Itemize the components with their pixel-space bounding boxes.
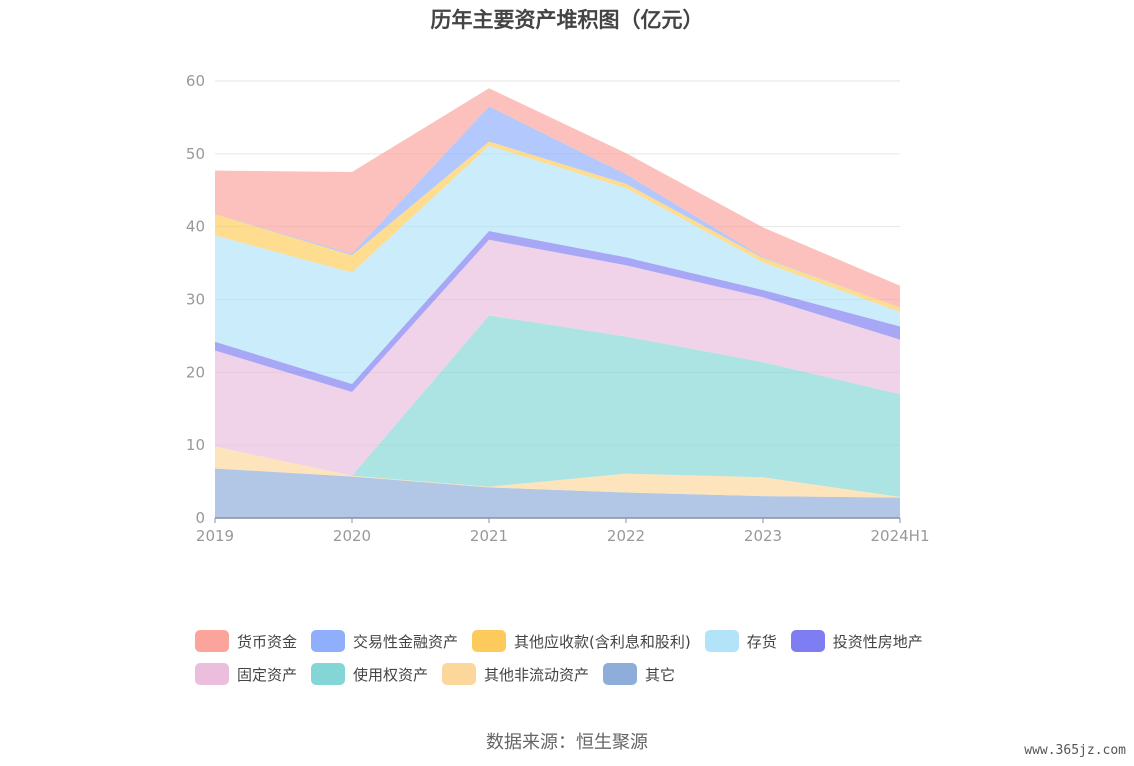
legend-label: 交易性金融资产 (353, 632, 459, 651)
chart-title: 历年主要资产堆积图（亿元） (430, 8, 704, 32)
legend-swatch (472, 630, 507, 652)
legend-swatch (195, 663, 229, 685)
area-series-3 (215, 239, 900, 476)
x-tick-label: 2023 (744, 527, 782, 545)
area-series-2 (215, 315, 900, 497)
legend-label: 存货 (746, 632, 777, 651)
legend-item[interactable]: 使用权资产 (311, 663, 428, 685)
legend-item[interactable]: 投资性房地产 (790, 630, 923, 652)
legend-item[interactable]: 货币资金 (195, 630, 297, 652)
x-tick-label: 2024H1 (871, 527, 930, 545)
legend-swatch (311, 663, 346, 685)
legend-swatch (442, 663, 477, 685)
y-tick-label: 0 (195, 509, 205, 527)
y-tick-label: 40 (186, 218, 205, 236)
y-tick-label: 10 (186, 436, 205, 454)
legend-item[interactable]: 其他非流动资产 (442, 663, 589, 685)
area-series-8 (215, 88, 900, 308)
chart-legend: 货币资金 交易性金融资产 其他应收款(含利息和股利) 存货 投资性房地产固定资产 使用权资… (195, 630, 995, 685)
area-series-1 (215, 446, 900, 498)
legend-label: 货币资金 (237, 632, 298, 651)
y-tick-label: 50 (186, 145, 205, 163)
legend-swatch (704, 630, 739, 652)
source-note: 数据来源：恒生聚源 (486, 732, 648, 753)
legend-item[interactable]: 其他应收款(含利息和股利) (472, 630, 691, 652)
x-tick-label: 2020 (333, 527, 371, 545)
legend-label: 其它 (645, 665, 676, 684)
watermark: www.365jz.com (1024, 743, 1126, 758)
legend-swatch (790, 630, 825, 652)
legend-label: 使用权资产 (353, 665, 429, 684)
legend-swatch (195, 630, 229, 652)
legend-item[interactable]: 固定资产 (195, 663, 297, 685)
y-tick-label: 60 (186, 72, 205, 90)
area-series-4 (215, 231, 900, 392)
legend-item[interactable]: 存货 (704, 630, 777, 652)
legend-swatch (311, 630, 346, 652)
area-series-5 (215, 145, 900, 384)
legend-item[interactable]: 交易性金融资产 (311, 630, 458, 652)
legend-item[interactable]: 其它 (603, 663, 675, 685)
legend-swatch (603, 663, 638, 685)
legend-label: 其他应收款(含利息和股利) (514, 632, 691, 651)
y-tick-label: 20 (186, 363, 205, 381)
legend-label: 固定资产 (237, 665, 298, 684)
area-series-0 (215, 468, 900, 518)
x-tick-label: 2022 (607, 527, 645, 545)
legend-label: 投资性房地产 (832, 632, 923, 651)
x-tick-label: 2019 (196, 527, 234, 545)
x-tick-label: 2021 (470, 527, 508, 545)
area-series-7 (215, 106, 900, 308)
y-tick-label: 30 (186, 291, 205, 309)
legend-label: 其他非流动资产 (484, 665, 590, 684)
